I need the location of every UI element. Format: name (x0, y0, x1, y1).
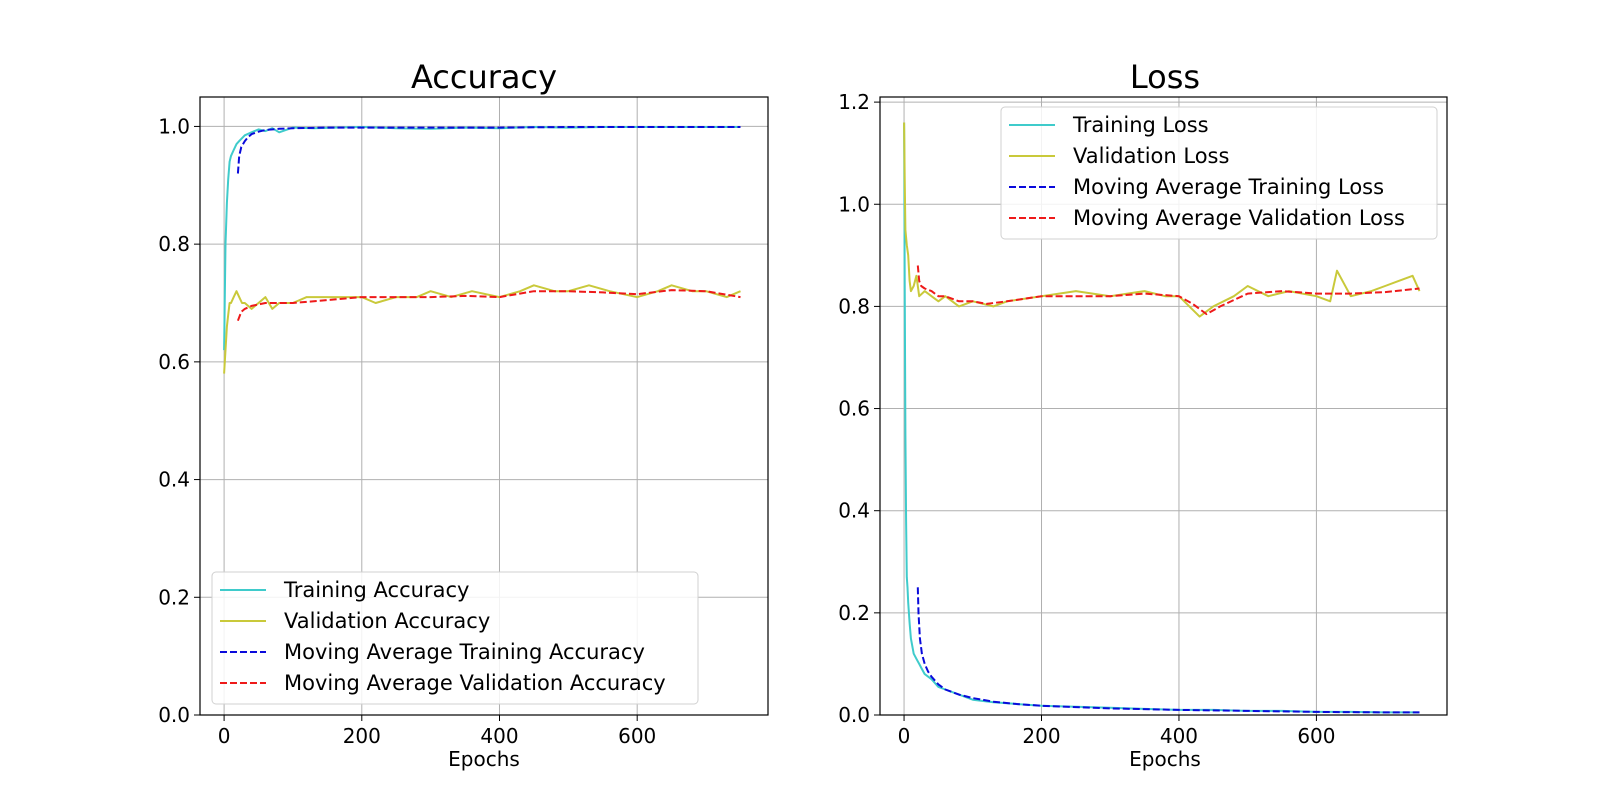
y-tick-label: 0.8 (158, 232, 190, 256)
legend-label: Moving Average Validation Loss (1073, 206, 1405, 230)
legend-item: Moving Average Training Loss (1009, 175, 1384, 199)
chart-title: Loss (1130, 58, 1200, 96)
legend-label: Moving Average Training Accuracy (284, 640, 645, 664)
legend-item: Moving Average Validation Accuracy (220, 671, 666, 695)
legend-item: Validation Loss (1009, 144, 1229, 168)
legend-label: Validation Loss (1073, 144, 1229, 168)
series-line-moving-average-training-accuracy (236, 126, 741, 174)
y-tick-label: 1.0 (158, 114, 190, 138)
legend-box (1000, 106, 1438, 240)
series-line-moving-average-training-loss (916, 587, 1420, 714)
y-tick-label: 0.2 (158, 585, 190, 609)
legend-label: Training Accuracy (283, 578, 469, 602)
series-line-moving-average-validation-loss (916, 265, 1420, 316)
y-tick-label: 1.0 (838, 192, 870, 216)
x-tick-label: 400 (480, 724, 518, 748)
y-tick-label: 0.4 (838, 499, 870, 523)
series-line-moving-average-validation-accuracy (236, 289, 741, 322)
y-tick-label: 0.0 (158, 703, 190, 727)
legend-label: Training Loss (1072, 113, 1209, 137)
x-tick-label: 600 (1297, 724, 1335, 748)
legend-box (211, 571, 699, 705)
y-tick-label: 0.0 (838, 703, 870, 727)
x-tick-label: 200 (343, 724, 381, 748)
y-tick-label: 0.4 (158, 468, 190, 492)
legend-item: Training Accuracy (220, 578, 469, 602)
legend-item: Moving Average Training Accuracy (220, 640, 645, 664)
series-line-validation-accuracy (223, 284, 741, 374)
legend-label: Moving Average Validation Accuracy (284, 671, 666, 695)
legend-item: Moving Average Validation Loss (1009, 206, 1405, 230)
y-tick-label: 0.6 (838, 397, 870, 421)
y-tick-label: 0.8 (838, 294, 870, 318)
series-group (223, 126, 741, 374)
series-line-training-accuracy (223, 126, 741, 351)
legend-item: Validation Accuracy (220, 609, 490, 633)
x-tick-label: 0 (218, 724, 231, 748)
x-axis-label: Epochs (448, 747, 520, 771)
series-group (903, 122, 1421, 714)
x-tick-label: 0 (898, 724, 911, 748)
chart-title: Accuracy (411, 58, 557, 96)
accuracy-chart: Accuracy Epochs 0 200 400 600 0.0 0.2 0.4 0.6 0.… (158, 58, 769, 771)
y-tick-label: 0.6 (158, 350, 190, 374)
x-axis-label: Epochs (1129, 747, 1201, 771)
legend-label: Validation Accuracy (284, 609, 490, 633)
y-tick-label: 1.2 (838, 90, 870, 114)
x-tick-label: 400 (1160, 724, 1198, 748)
x-tick-label: 600 (618, 724, 656, 748)
plot-frame (879, 96, 1448, 716)
y-tick-label: 0.2 (838, 601, 870, 625)
loss-chart: Loss Epochs 0 200 400 600 0.0 0.2 0.4 0.6 0.8 1.0… (838, 58, 1448, 771)
x-tick-label: 200 (1022, 724, 1060, 748)
legend: Training Loss Validation Loss Moving Avera… (1000, 106, 1438, 240)
legend: Training Accuracy Validation Accuracy Movi… (211, 571, 699, 705)
plot-frame (199, 96, 769, 716)
legend-label: Moving Average Training Loss (1073, 175, 1384, 199)
legend-item: Training Loss (1009, 113, 1209, 137)
